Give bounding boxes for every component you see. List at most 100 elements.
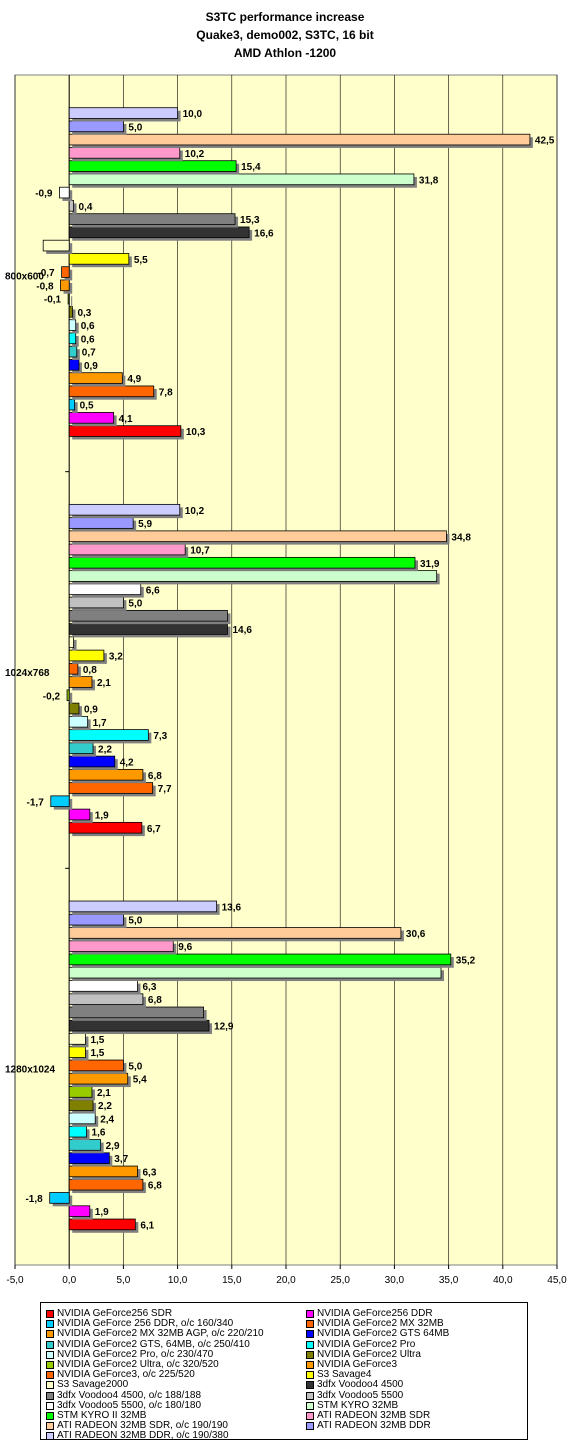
legend-label: NVIDIA GeForce256 SDR bbox=[57, 1308, 173, 1319]
bar bbox=[68, 1086, 93, 1098]
data-label: -1,7 bbox=[27, 797, 45, 808]
bar bbox=[68, 1072, 129, 1085]
data-label: 10,3 bbox=[186, 427, 206, 438]
legend-label: ATI RADEON 32MB SDR bbox=[317, 1410, 431, 1421]
data-label: -0,1 bbox=[44, 295, 62, 306]
data-label: 2,1 bbox=[97, 678, 111, 689]
x-tick-label: 45,0 bbox=[547, 1275, 567, 1286]
x-tick-label: 30,0 bbox=[385, 1275, 405, 1286]
data-label: 0,8 bbox=[83, 665, 97, 676]
bar bbox=[68, 742, 94, 755]
chart-plot: -5,0 0,0 5,0 10,0 15,0 20,0 25,0 30,0 35,0 40,0 45… bbox=[5, 74, 567, 1286]
x-tick-label: 35,0 bbox=[439, 1275, 459, 1286]
bar-shadow bbox=[72, 203, 77, 215]
data-label: 7,8 bbox=[159, 387, 173, 398]
bar bbox=[68, 147, 181, 159]
data-label: 13,6 bbox=[222, 902, 242, 913]
legend-swatch bbox=[306, 1412, 314, 1420]
chart-subtitle: Quake3, demo002, S3TC, 16 bit bbox=[196, 28, 374, 42]
x-tick-label: 15,0 bbox=[222, 1275, 242, 1286]
bar-shadow bbox=[70, 692, 73, 704]
data-label: 1,9 bbox=[95, 1207, 109, 1218]
data-label: 5,4 bbox=[133, 1075, 147, 1086]
bar bbox=[68, 398, 76, 411]
data-label: 6,3 bbox=[142, 1167, 156, 1178]
data-label: 10,7 bbox=[190, 546, 210, 557]
bar bbox=[68, 1059, 124, 1072]
bar bbox=[68, 1165, 138, 1178]
bar bbox=[42, 239, 70, 252]
data-label: 12,9 bbox=[214, 1022, 234, 1033]
bar bbox=[68, 213, 236, 225]
bar bbox=[68, 570, 438, 582]
bar bbox=[68, 1205, 91, 1217]
data-label: 2,4 bbox=[100, 1114, 114, 1125]
data-label: -0,9 bbox=[35, 189, 53, 200]
x-tick-label: 0,0 bbox=[62, 1275, 76, 1286]
data-label: 5,0 bbox=[128, 599, 142, 610]
x-tick-label: 25,0 bbox=[330, 1275, 350, 1286]
data-label: 7,3 bbox=[153, 731, 167, 742]
bar bbox=[68, 596, 124, 609]
data-label: 30,6 bbox=[406, 929, 426, 940]
bar bbox=[68, 715, 89, 728]
chart-legend: NVIDIA GeForce256 SDR NVIDIA GeForce256 D… bbox=[40, 1302, 528, 1441]
bar bbox=[68, 200, 74, 212]
data-label: 0,7 bbox=[82, 348, 96, 359]
bar bbox=[68, 412, 115, 424]
legend-swatch bbox=[46, 1320, 54, 1329]
data-label: 5,0 bbox=[128, 916, 142, 927]
bar bbox=[68, 953, 452, 966]
data-label: 14,6 bbox=[232, 625, 252, 636]
data-label: 5,9 bbox=[138, 519, 152, 530]
bar bbox=[68, 1125, 87, 1138]
bar bbox=[60, 279, 70, 292]
data-label: 4,2 bbox=[120, 758, 134, 769]
bar-shadow bbox=[72, 309, 76, 321]
legend-swatch bbox=[306, 1381, 314, 1390]
bar bbox=[50, 795, 70, 808]
bar bbox=[68, 980, 138, 992]
bar bbox=[68, 530, 447, 543]
legend-label: S3 Savage4 bbox=[317, 1369, 372, 1381]
bar bbox=[68, 1046, 86, 1058]
legend-swatch bbox=[306, 1371, 314, 1380]
legend-swatch bbox=[46, 1330, 54, 1339]
bar bbox=[68, 821, 143, 834]
bar bbox=[68, 808, 91, 821]
data-label: 1,7 bbox=[93, 718, 107, 729]
legend-label: 3dfx Voodoo5 5500, o/c 180/180 bbox=[57, 1399, 202, 1411]
legend-label: STM KYRO II 32MB bbox=[57, 1410, 147, 1421]
data-label: 2,1 bbox=[97, 1088, 111, 1099]
bar bbox=[68, 583, 142, 596]
bar bbox=[68, 1099, 94, 1111]
legend-swatch bbox=[306, 1330, 314, 1339]
legend-label: NVIDIA GeForce2 MX 32MB bbox=[317, 1318, 444, 1330]
bar bbox=[68, 966, 442, 979]
bar bbox=[68, 1139, 102, 1151]
data-label: 5,0 bbox=[128, 1061, 142, 1072]
bar bbox=[68, 676, 93, 688]
bar bbox=[68, 517, 134, 529]
data-label: 2,2 bbox=[98, 744, 112, 755]
bar bbox=[68, 253, 130, 265]
data-label: 0,4 bbox=[79, 202, 93, 213]
data-label: 3,2 bbox=[109, 652, 123, 663]
legend-label: 3dfx Voodoo4 4500, o/c 188/188 bbox=[57, 1389, 202, 1401]
legend-swatch bbox=[306, 1401, 314, 1410]
category-label: 1024x768 bbox=[5, 668, 50, 679]
legend-swatch bbox=[306, 1350, 314, 1359]
bar bbox=[49, 1192, 70, 1204]
data-label: 0,6 bbox=[81, 321, 95, 332]
bar bbox=[68, 332, 77, 345]
bar bbox=[68, 345, 78, 358]
legend-swatch bbox=[46, 1432, 54, 1441]
legend-swatch bbox=[46, 1310, 54, 1318]
bar bbox=[68, 609, 228, 622]
chart-subtitle-cpu: AMD Athlon -1200 bbox=[233, 46, 337, 60]
bar bbox=[68, 319, 77, 331]
legend-label: NVIDIA GeForce2 Ultra bbox=[317, 1348, 421, 1360]
bar bbox=[68, 1019, 210, 1032]
bar bbox=[68, 385, 155, 398]
category-label: 800x600 bbox=[5, 271, 44, 282]
